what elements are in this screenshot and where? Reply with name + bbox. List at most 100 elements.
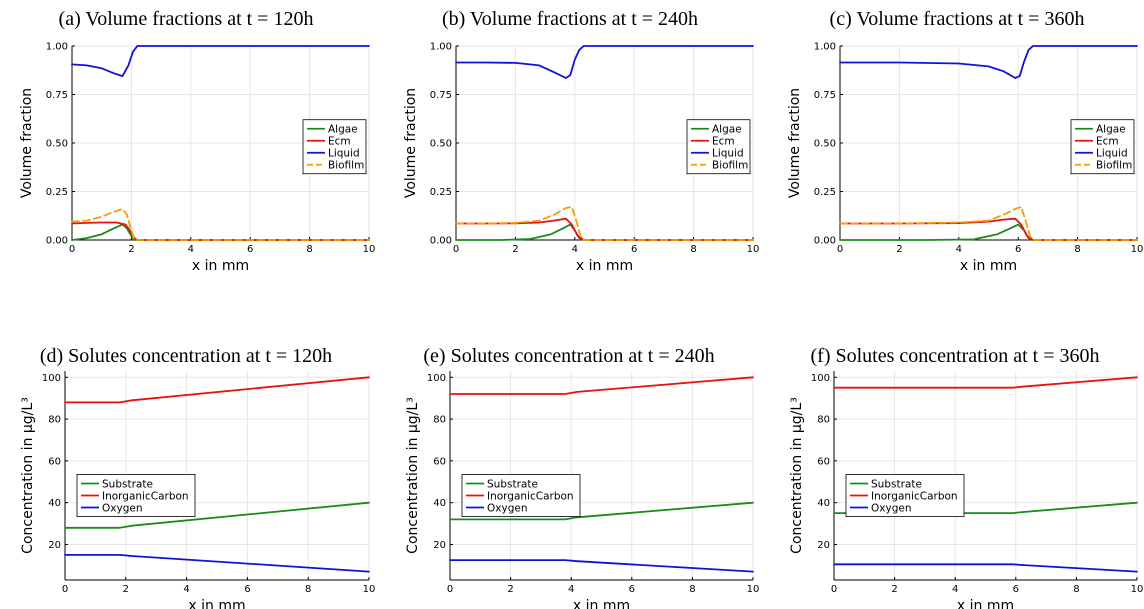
y-tick-label: 80 <box>48 415 61 426</box>
x-tick-label: 6 <box>1013 584 1019 595</box>
series-line-ecm <box>455 217 754 241</box>
chart-caption: (d) Solutes concentration at t = 120h <box>40 345 332 367</box>
y-tick-label: 20 <box>817 540 830 551</box>
chart-panel-2: (b) Volume fractions at t = 240h 0 2 4 6 8 10 0… <box>403 8 759 274</box>
series-line-biofilm <box>839 206 1138 241</box>
legend-label: Oxygen <box>102 502 142 514</box>
chart-caption: (e) Solutes concentration at t = 240h <box>423 345 714 367</box>
legend-label: InorganicCarbon <box>487 490 574 502</box>
y-tick-label: 100 <box>427 373 446 384</box>
y-tick-label: 40 <box>817 498 830 509</box>
y-tick-label: 0.00 <box>814 236 836 247</box>
y-tick-label: 100 <box>42 373 61 384</box>
x-tick-label: 0 <box>447 584 453 595</box>
y-axis-label: Concentration in µg/L³ <box>20 397 36 554</box>
x-axis-label: x in mm <box>188 598 245 609</box>
x-tick-label: 8 <box>689 584 695 595</box>
chart-panel-5: (e) Solutes concentration at t = 240h 0 2 4… <box>405 345 759 609</box>
y-tick-label: 60 <box>817 456 830 467</box>
x-tick-label: 10 <box>1131 244 1144 255</box>
y-tick-label: 0.00 <box>46 236 68 247</box>
legend-label: InorganicCarbon <box>871 490 958 502</box>
x-tick-label: 0 <box>62 584 68 595</box>
x-tick-label: 8 <box>305 584 311 595</box>
x-tick-label: 4 <box>956 244 962 255</box>
series-line-liquid <box>839 45 1138 79</box>
y-tick-label: 0.50 <box>430 139 452 150</box>
y-tick-label: 80 <box>817 415 830 426</box>
x-tick-label: 6 <box>629 584 635 595</box>
x-axis-label: x in mm <box>960 258 1017 274</box>
y-tick-label: 60 <box>48 456 61 467</box>
y-tick-label: 0.50 <box>814 139 836 150</box>
y-tick-label: 60 <box>433 456 446 467</box>
y-tick-label: 0.25 <box>814 187 836 198</box>
chart-panel-6: (f) Solutes concentration at t = 360h 0 2 4… <box>789 345 1143 609</box>
chart-caption: (f) Solutes concentration at t = 360h <box>811 345 1100 367</box>
x-tick-label: 2 <box>896 244 902 255</box>
x-tick-label: 10 <box>747 244 760 255</box>
legend-label: Substrate <box>487 478 538 490</box>
x-tick-label: 8 <box>1074 244 1080 255</box>
x-axis-label: x in mm <box>957 598 1014 609</box>
x-tick-label: 10 <box>363 244 376 255</box>
y-axis-label: Volume fraction <box>787 88 803 198</box>
y-tick-label: 0.00 <box>430 236 452 247</box>
x-axis-label: x in mm <box>573 598 630 609</box>
x-tick-label: 10 <box>1131 584 1144 595</box>
legend-label: Algae <box>1096 124 1126 136</box>
legend-label: Ecm <box>712 136 735 148</box>
y-tick-label: 0.50 <box>46 139 68 150</box>
y-tick-label: 40 <box>433 498 446 509</box>
x-tick-label: 0 <box>453 244 459 255</box>
x-axis-label: x in mm <box>192 258 249 274</box>
y-tick-label: 1.00 <box>46 42 68 53</box>
y-tick-label: 1.00 <box>430 42 452 53</box>
series-line-algae <box>71 223 370 241</box>
y-axis-label: Concentration in µg/L³ <box>405 397 421 554</box>
series-line-liquid <box>455 45 754 79</box>
y-tick-label: 80 <box>433 415 446 426</box>
legend-label: Biofilm <box>712 160 748 172</box>
series-line-inorganiccarbon <box>449 376 754 395</box>
legend-label: Substrate <box>871 478 922 490</box>
series-line-biofilm <box>71 208 370 241</box>
y-axis-label: Volume fraction <box>403 88 419 198</box>
x-tick-label: 10 <box>747 584 760 595</box>
x-tick-label: 10 <box>363 584 376 595</box>
chart-caption: (c) Volume fractions at t = 360h <box>830 8 1085 30</box>
chart-panel-3: (c) Volume fractions at t = 360h 0 2 4 6 8 10 0… <box>787 8 1143 274</box>
series-line-algae <box>455 223 754 241</box>
y-axis-label: Volume fraction <box>19 88 35 198</box>
x-tick-label: 4 <box>952 584 958 595</box>
x-tick-label: 6 <box>244 584 250 595</box>
x-tick-label: 4 <box>572 244 578 255</box>
y-tick-label: 0.25 <box>430 187 452 198</box>
y-tick-label: 100 <box>811 373 830 384</box>
chart-caption: (a) Volume fractions at t = 120h <box>59 8 314 30</box>
legend-label: Biofilm <box>328 160 364 172</box>
y-tick-label: 20 <box>433 540 446 551</box>
legend-label: Liquid <box>328 148 360 160</box>
legend-label: Liquid <box>712 148 744 160</box>
x-tick-label: 8 <box>1073 584 1079 595</box>
x-tick-label: 2 <box>123 584 129 595</box>
x-tick-label: 4 <box>188 244 194 255</box>
series-line-substrate <box>64 501 370 529</box>
x-tick-label: 4 <box>183 584 189 595</box>
x-tick-label: 0 <box>831 584 837 595</box>
x-tick-label: 2 <box>128 244 134 255</box>
series-line-oxygen <box>449 559 754 573</box>
legend-label: Algae <box>712 124 742 136</box>
x-tick-label: 4 <box>568 584 574 595</box>
y-tick-label: 40 <box>48 498 61 509</box>
y-tick-label: 0.75 <box>46 90 68 101</box>
chart-panel-1: (a) Volume fractions at t = 120h 0 2 4 6 8 10 0… <box>19 8 375 274</box>
legend-label: InorganicCarbon <box>102 490 189 502</box>
